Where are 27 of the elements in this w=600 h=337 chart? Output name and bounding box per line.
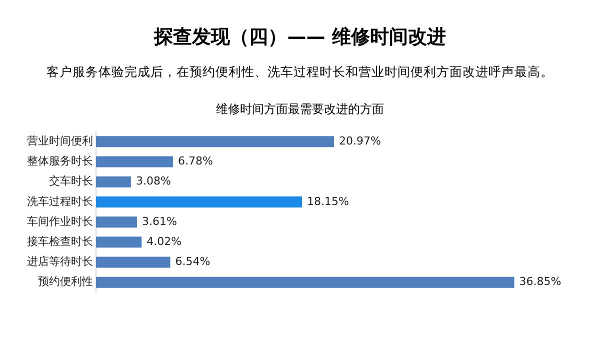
y-tick-label: 交车时长 — [49, 174, 93, 188]
bar — [96, 216, 137, 228]
bar — [96, 156, 173, 168]
data-label: 3.08% — [136, 174, 171, 188]
y-tick-label: 进店等待时长 — [27, 255, 93, 268]
bar — [96, 176, 131, 188]
y-tick-label: 营业时间便利 — [27, 134, 93, 148]
text: 维修时间方面最需要改进的方面 — [215, 101, 385, 118]
y-tick-label: 预约便利性 — [38, 275, 93, 288]
y-tick-label: 洗车过程时长 — [27, 194, 93, 208]
data-label: 6.54% — [175, 255, 210, 268]
bar — [96, 196, 302, 208]
y-tick-label: 车间作业时长 — [27, 214, 93, 228]
data-label: 18.15% — [307, 194, 349, 208]
data-label: 20.97% — [339, 134, 381, 148]
data-label: 3.61% — [142, 214, 177, 228]
data-label: 4.02% — [146, 235, 182, 248]
y-tick-label: 整体服务时长 — [27, 154, 93, 168]
bar — [96, 256, 170, 268]
chart-title: 探查发现（四）—— 维修时间改进 — [152, 25, 447, 50]
chart-subtitle: 客户服务体验完成后，在预约便利性、洗车过程时长和营业时间便利方面改进呼声最高。 — [46, 64, 554, 81]
y-tick-label: 接车检查时长 — [27, 235, 93, 248]
bar — [96, 236, 142, 248]
data-label: 36.85% — [519, 275, 562, 288]
bar — [96, 276, 514, 288]
bar — [96, 136, 334, 148]
data-label: 6.78% — [178, 154, 213, 168]
